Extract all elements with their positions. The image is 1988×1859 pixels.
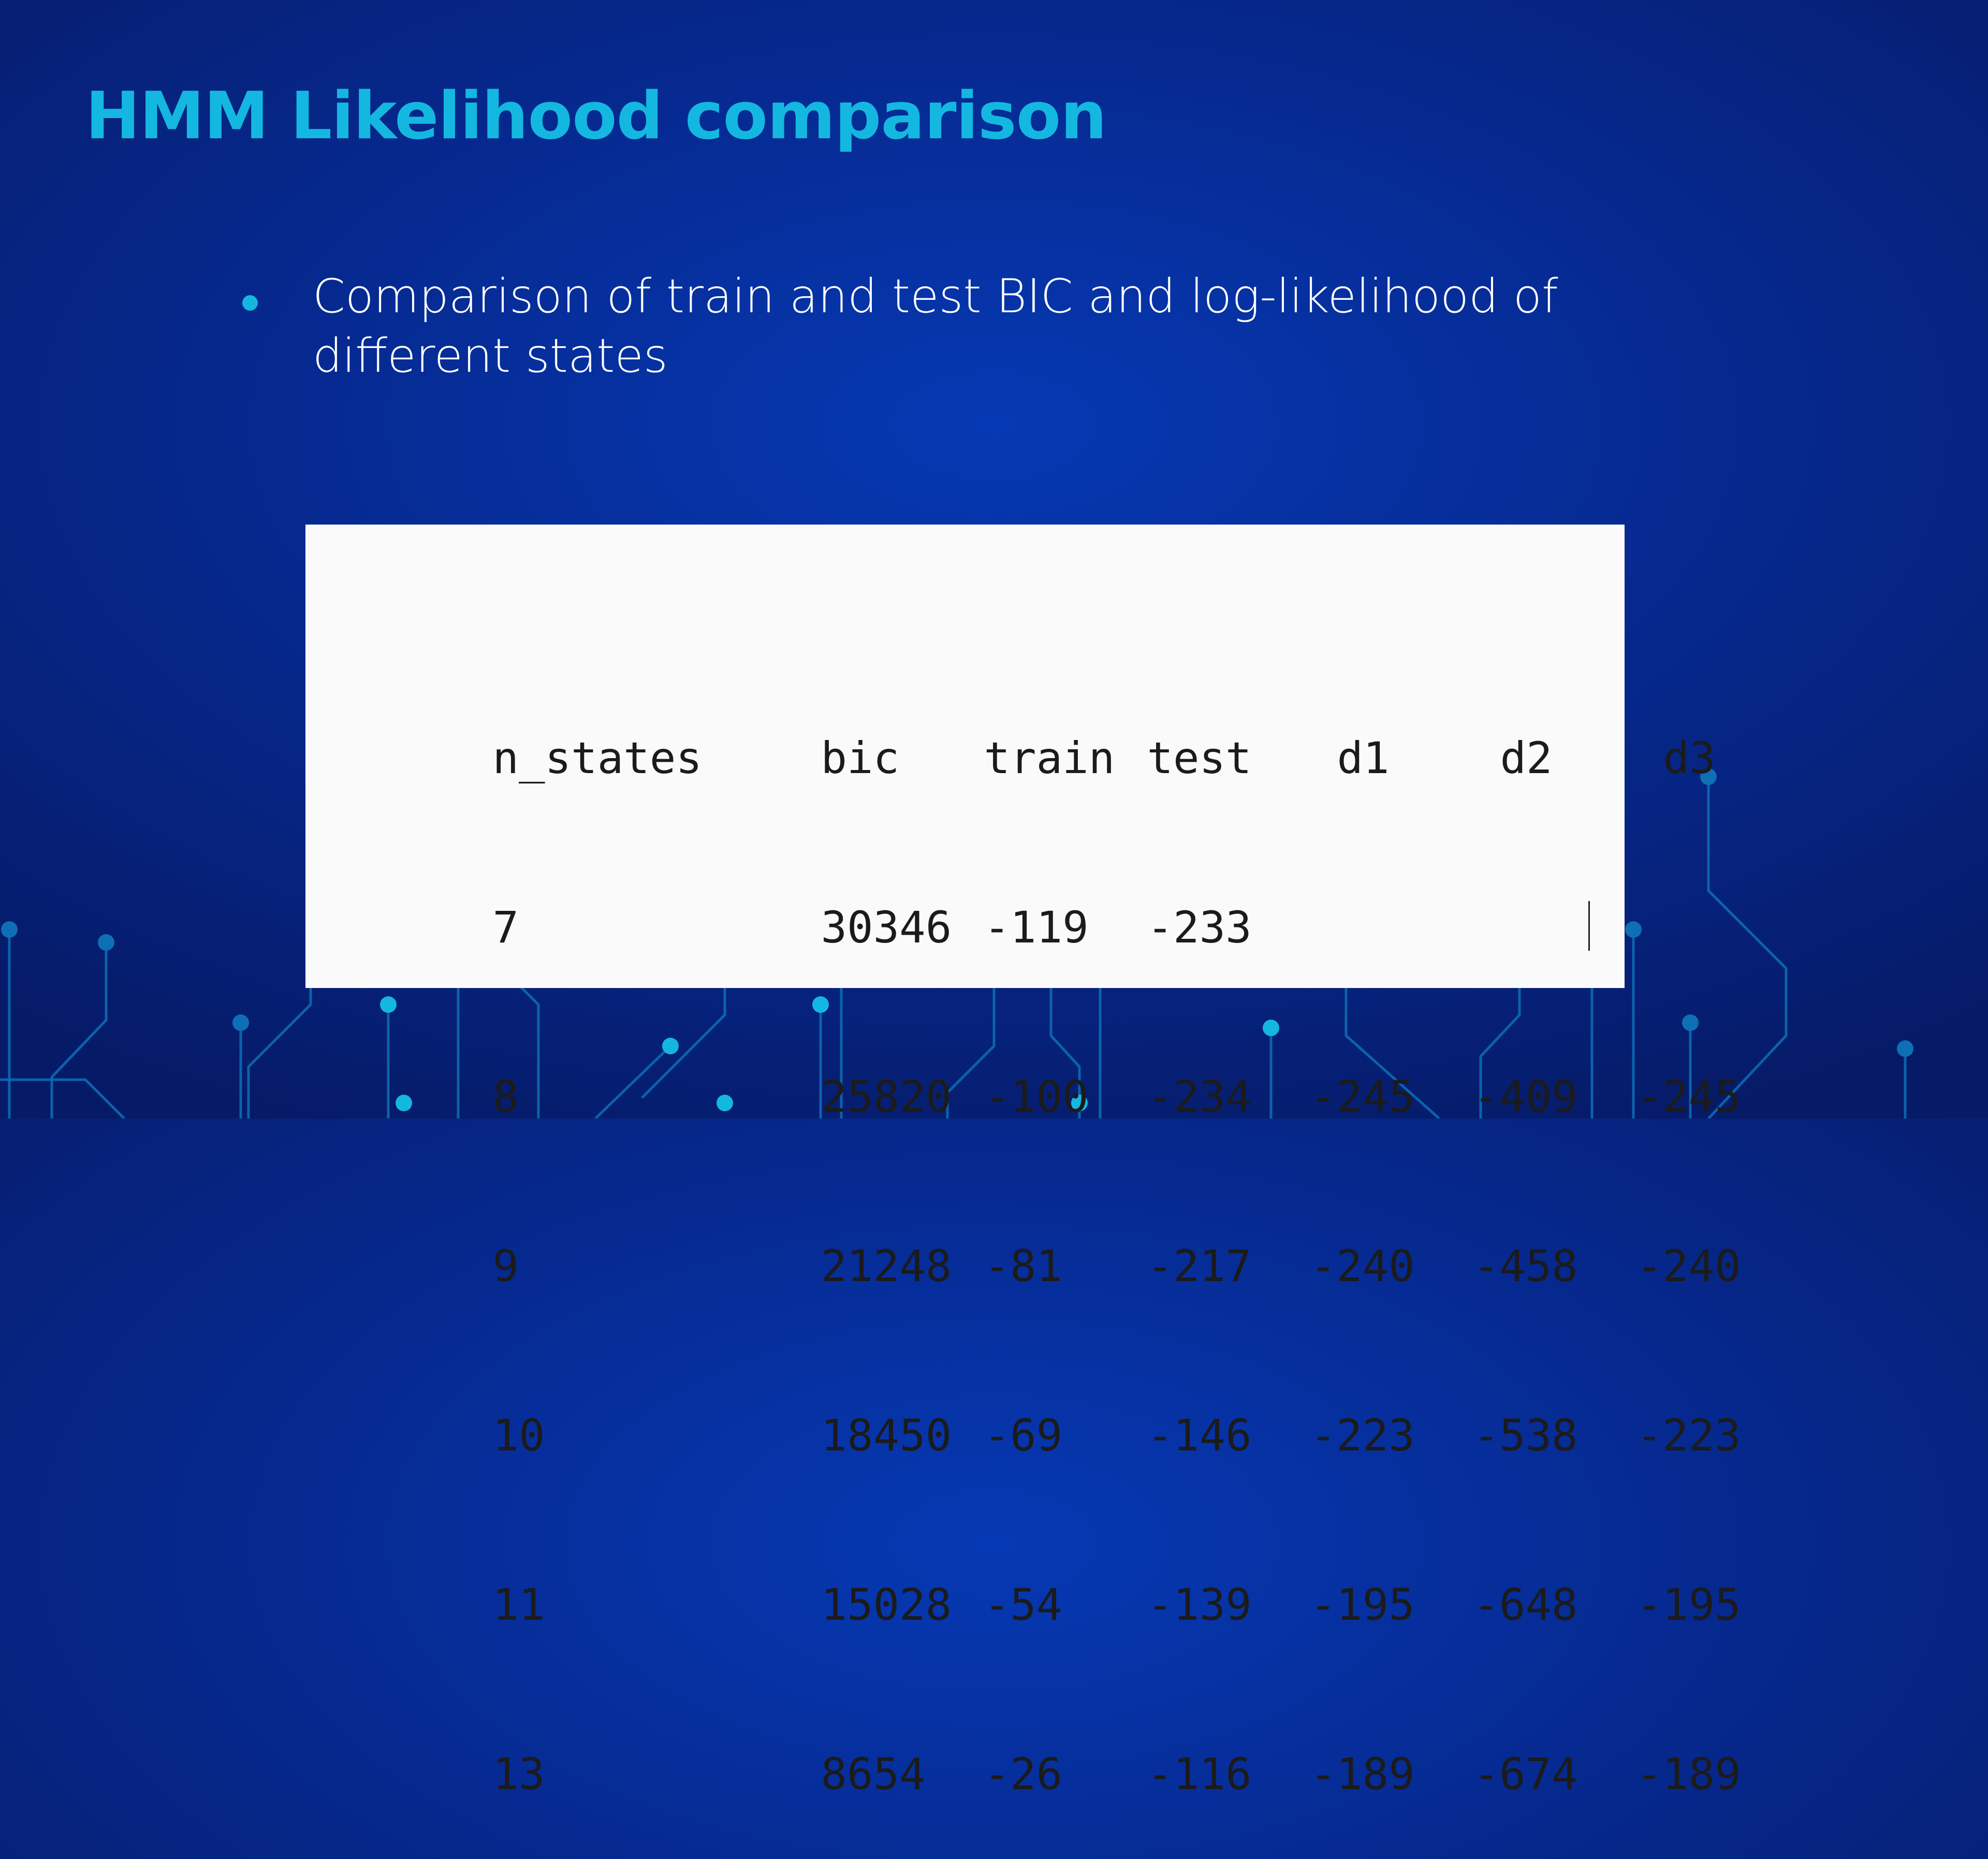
cell-d1: -189 xyxy=(1310,1749,1415,1799)
cell-n-states: 11 xyxy=(492,1579,545,1630)
cell-bic: 30346 xyxy=(821,902,952,953)
cell-test: -217 xyxy=(1147,1241,1252,1291)
cell-n-states: 10 xyxy=(492,1410,545,1461)
cell-d3: -240 xyxy=(1636,1241,1741,1291)
header-test: test xyxy=(1147,733,1252,783)
cell-d3: -195 xyxy=(1636,1579,1741,1630)
cell-d1: -245 xyxy=(1310,1071,1415,1122)
table-row: 9 21248 -81 -217 -240 -458 -240 xyxy=(335,1182,1765,1291)
cell-d1: -240 xyxy=(1310,1241,1415,1291)
cell-train: -100 xyxy=(984,1071,1089,1122)
cell-train: -54 xyxy=(984,1579,1063,1630)
cell-test: -116 xyxy=(1147,1749,1252,1799)
cell-bic: 8654 xyxy=(821,1749,926,1799)
bullet-text: Comparison of train and test BIC and log… xyxy=(313,269,1558,383)
table-row: 11 15028 -54 -139 -195 -648 -195 xyxy=(335,1520,1765,1630)
cell-bic: 15028 xyxy=(821,1579,952,1630)
cell-train: -26 xyxy=(984,1749,1063,1799)
cell-d1: -223 xyxy=(1310,1410,1415,1461)
cell-n-states: 8 xyxy=(492,1071,519,1122)
header-bic: bic xyxy=(821,733,900,783)
header-d2: d2 xyxy=(1500,733,1553,783)
table-row: 10 18450 -69 -146 -223 -538 -223 xyxy=(335,1351,1765,1461)
cell-bic: 21248 xyxy=(821,1241,952,1291)
cell-d2: -648 xyxy=(1473,1579,1578,1630)
table-row: 13 8654 -26 -116 -189 -674 -189 xyxy=(335,1690,1765,1799)
cell-d3: -223 xyxy=(1636,1410,1741,1461)
cell-n-states: 13 xyxy=(492,1749,545,1799)
cell-n-states: 9 xyxy=(492,1241,519,1291)
header-d1: d1 xyxy=(1337,733,1390,783)
cell-d2: -538 xyxy=(1473,1410,1578,1461)
cell-d2: -458 xyxy=(1473,1241,1578,1291)
cell-d3: -189 xyxy=(1636,1749,1741,1799)
header-d3: d3 xyxy=(1663,733,1716,783)
cell-train: -119 xyxy=(984,902,1089,953)
text-cursor xyxy=(1588,901,1590,951)
cell-test: -146 xyxy=(1147,1410,1252,1461)
cell-test: -139 xyxy=(1147,1579,1252,1630)
results-table-image: n_states bic train test d1 d2 d3 7 30346 -119 -23… xyxy=(305,525,1741,1799)
cell-bic: 18450 xyxy=(821,1410,952,1461)
slide-title: HMM Likelihood comparison xyxy=(85,78,1107,154)
table-header-row: n_states bic train test d1 d2 d3 xyxy=(335,674,1765,783)
cell-n-states: 7 xyxy=(492,902,519,953)
cell-bic: 25820 xyxy=(821,1071,952,1122)
cell-test: -234 xyxy=(1147,1071,1252,1122)
cell-test: -233 xyxy=(1147,902,1252,953)
cell-d1: -195 xyxy=(1310,1579,1415,1630)
bullet-dot-icon xyxy=(242,295,258,311)
cell-d2: -409 xyxy=(1473,1071,1578,1122)
table-row: 7 30346 -119 -233 xyxy=(335,843,1765,953)
cell-d2: -674 xyxy=(1473,1749,1578,1799)
table-row: 8 25820 -100 -234 -245 -409 -245 xyxy=(335,1012,1765,1122)
cell-train: -81 xyxy=(984,1241,1063,1291)
cell-train: -69 xyxy=(984,1410,1063,1461)
cell-d3: -245 xyxy=(1636,1071,1741,1122)
results-table: n_states bic train test d1 d2 d3 7 30346 -119 -23… xyxy=(335,561,1765,1859)
header-train: train xyxy=(984,733,1115,783)
header-n-states: n_states xyxy=(492,733,703,783)
